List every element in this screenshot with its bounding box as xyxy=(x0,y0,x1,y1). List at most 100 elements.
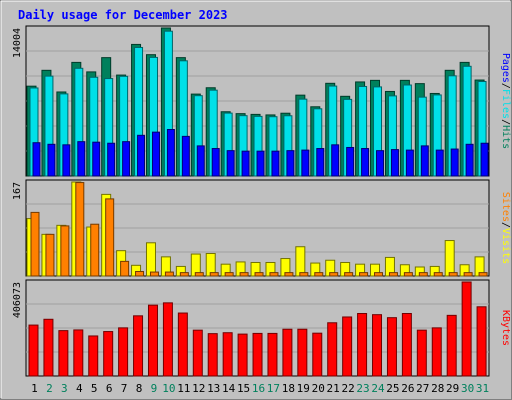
visits-bar-sites-day-8 xyxy=(135,270,145,277)
kbytes-y-max-label: 406073 xyxy=(12,282,23,318)
hits-y-max-label: 14004 xyxy=(12,28,23,58)
x-day-label-28: 28 xyxy=(431,382,444,395)
hits-bar-pages-day-13 xyxy=(211,148,220,177)
x-day-label-13: 13 xyxy=(207,382,220,395)
visits-legend-separator: / xyxy=(500,222,511,228)
hits-legend: Pages/Files/Hits xyxy=(500,53,511,149)
kbytes-bar-kbytes-day-30 xyxy=(461,281,472,377)
hits-bar-pages-day-30 xyxy=(465,143,474,177)
hits-bar-pages-day-9 xyxy=(151,131,160,177)
hits-panel: 14004 Pages/Files/Hits xyxy=(12,25,511,177)
visits-bar-sites-day-26 xyxy=(403,272,413,277)
kbytes-bar-kbytes-day-24 xyxy=(372,314,383,377)
visits-bar-sites-day-30 xyxy=(463,272,473,277)
hits-bar-pages-day-6 xyxy=(107,142,116,177)
visits-legend-visits: Visits xyxy=(500,228,511,264)
kbytes-bar-kbytes-day-31 xyxy=(476,306,487,377)
x-day-label-11: 11 xyxy=(177,382,190,395)
x-axis-day-labels: 1 2 3 4 5 6 7 8 9 10 11 12 13 14 15 16 17 18 19 20 21 22 23 24 2… xyxy=(31,382,489,395)
kbytes-bar-kbytes-day-3 xyxy=(58,330,69,377)
x-day-label-25: 25 xyxy=(386,382,399,395)
hits-bar-pages-day-25 xyxy=(390,149,399,177)
visits-y-max-label: 167 xyxy=(12,182,23,200)
hits-bar-pages-day-4 xyxy=(77,141,86,177)
visits-bar-sites-day-17 xyxy=(269,272,279,277)
kbytes-bar-kbytes-day-26 xyxy=(401,312,412,377)
hits-bar-pages-day-24 xyxy=(376,150,385,177)
visits-legend-sites: Sites xyxy=(500,192,511,222)
visits-bar-sites-day-12 xyxy=(194,272,204,277)
x-day-label-26: 26 xyxy=(401,382,414,395)
hits-legend-separator: / xyxy=(500,119,511,125)
kbytes-bar-kbytes-day-10 xyxy=(162,302,173,377)
visits-bar-sites-day-18 xyxy=(284,272,294,277)
x-day-label-1: 1 xyxy=(31,382,38,395)
hits-bar-pages-day-29 xyxy=(450,148,459,177)
visits-bar-sites-day-4 xyxy=(75,182,85,277)
kbytes-bar-kbytes-day-15 xyxy=(237,333,248,377)
kbytes-bar-kbytes-day-23 xyxy=(357,312,368,377)
hits-bar-pages-day-8 xyxy=(137,134,146,177)
hits-bar-pages-day-23 xyxy=(361,148,370,177)
visits-bar-visits-day-9 xyxy=(145,242,156,277)
x-day-label-15: 15 xyxy=(237,382,250,395)
kbytes-panel: 406073 KBytes xyxy=(12,279,511,377)
kbytes-bar-kbytes-day-13 xyxy=(207,333,218,377)
x-day-label-24: 24 xyxy=(371,382,385,395)
x-day-label-14: 14 xyxy=(222,382,236,395)
hits-bar-pages-day-28 xyxy=(435,149,444,177)
x-day-label-6: 6 xyxy=(106,382,113,395)
kbytes-bar-kbytes-day-20 xyxy=(312,332,323,377)
hits-bar-pages-day-1 xyxy=(32,142,41,177)
hits-bar-pages-day-20 xyxy=(316,148,325,177)
hits-bar-pages-day-12 xyxy=(196,145,205,177)
visits-bar-sites-day-9 xyxy=(149,271,159,277)
hits-bar-pages-day-3 xyxy=(62,144,71,177)
kbytes-bar-kbytes-day-22 xyxy=(342,316,353,377)
hits-bar-pages-day-21 xyxy=(331,144,340,177)
kbytes-bar-kbytes-day-7 xyxy=(118,327,129,377)
visits-bar-sites-day-13 xyxy=(209,272,219,277)
kbytes-bar-kbytes-day-1 xyxy=(28,324,39,377)
visits-panel: 167 Sites/Visits xyxy=(12,179,511,277)
hits-bar-pages-day-22 xyxy=(346,146,355,177)
kbytes-bar-kbytes-day-17 xyxy=(267,332,278,377)
hits-bar-pages-day-17 xyxy=(271,150,280,177)
hits-bar-pages-day-16 xyxy=(256,150,265,177)
x-day-label-20: 20 xyxy=(312,382,325,395)
hits-bar-pages-day-7 xyxy=(122,141,131,177)
hits-bar-pages-day-10 xyxy=(166,128,175,177)
x-day-label-10: 10 xyxy=(162,382,175,395)
visits-bar-sites-day-25 xyxy=(388,272,398,277)
visits-bar-sites-day-15 xyxy=(239,272,249,277)
x-day-label-22: 22 xyxy=(341,382,354,395)
x-day-label-8: 8 xyxy=(136,382,143,395)
visits-bar-sites-day-14 xyxy=(224,272,234,277)
hits-bar-pages-day-26 xyxy=(405,149,414,177)
x-day-label-5: 5 xyxy=(91,382,98,395)
x-day-label-21: 21 xyxy=(327,382,340,395)
kbytes-legend: KBytes xyxy=(500,310,511,346)
kbytes-bar-kbytes-day-27 xyxy=(416,329,427,377)
x-day-label-2: 2 xyxy=(46,382,53,395)
kbytes-bar-kbytes-day-14 xyxy=(222,332,233,377)
kbytes-bar-kbytes-day-16 xyxy=(252,332,263,377)
visits-bar-sites-day-31 xyxy=(478,272,488,277)
hits-bar-pages-day-31 xyxy=(480,142,489,177)
x-day-label-18: 18 xyxy=(282,382,295,395)
hits-bar-pages-day-18 xyxy=(286,150,295,177)
visits-bar-sites-day-10 xyxy=(164,271,174,277)
visits-bar-sites-day-28 xyxy=(433,272,443,277)
visits-bar-sites-day-22 xyxy=(344,272,354,277)
x-day-label-23: 23 xyxy=(356,382,369,395)
visits-bar-visits-day-19 xyxy=(295,246,306,277)
visits-bar-sites-day-24 xyxy=(374,272,384,277)
hits-bar-pages-day-15 xyxy=(241,150,250,177)
x-day-label-17: 17 xyxy=(267,382,280,395)
visits-bar-sites-day-29 xyxy=(448,272,458,277)
kbytes-bar-kbytes-day-18 xyxy=(282,328,293,377)
kbytes-legend-kbytes: KBytes xyxy=(500,310,511,346)
kbytes-bar-kbytes-day-9 xyxy=(147,304,158,377)
